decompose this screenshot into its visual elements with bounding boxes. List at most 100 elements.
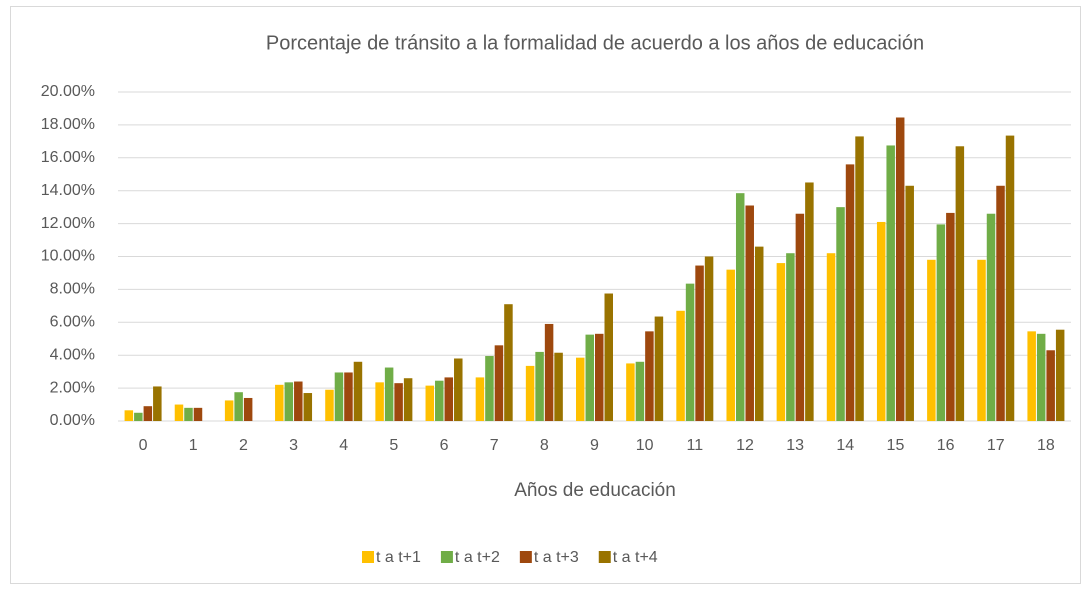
bar — [535, 351, 544, 421]
bar — [325, 389, 334, 421]
bar — [303, 393, 313, 421]
x-tick-label: 3 — [289, 437, 298, 454]
x-tick-label: 9 — [590, 437, 599, 454]
bar — [604, 293, 613, 421]
x-tick-label: 11 — [687, 437, 704, 454]
bar — [375, 382, 384, 421]
x-tick-label: 0 — [139, 437, 148, 454]
legend-label: t a t+2 — [455, 549, 500, 566]
bar — [384, 367, 394, 421]
y-tick-label: 4.00% — [50, 346, 95, 363]
legend-swatch — [598, 551, 611, 563]
bar — [334, 372, 344, 421]
bar — [353, 361, 363, 421]
bar — [695, 265, 704, 421]
bar — [224, 400, 234, 421]
x-axis-label: Años de educación — [514, 480, 676, 501]
bar — [454, 358, 463, 421]
bar — [124, 410, 134, 421]
x-tick-label: 17 — [987, 437, 1005, 454]
bar — [645, 331, 654, 421]
bar — [805, 182, 814, 421]
legend-swatch — [440, 551, 453, 563]
x-tick-label: 4 — [339, 437, 348, 454]
bar — [1036, 333, 1046, 421]
bar — [855, 136, 864, 422]
legend-label: t a t+3 — [534, 549, 579, 566]
bar — [134, 412, 143, 421]
bar — [485, 356, 494, 421]
bar — [403, 378, 413, 421]
x-tick-label: 16 — [937, 437, 955, 454]
bar — [525, 365, 535, 421]
bar — [585, 334, 594, 421]
y-tick-label: 0.00% — [50, 412, 95, 429]
legend-label: t a t+4 — [613, 549, 658, 566]
bar — [704, 256, 714, 421]
bar — [654, 316, 664, 421]
bar — [735, 193, 745, 421]
y-tick-label: 18.00% — [41, 116, 95, 133]
bar — [776, 263, 786, 421]
bar — [996, 185, 1005, 421]
bar — [845, 164, 855, 421]
bar — [425, 385, 435, 421]
x-tick-label: 1 — [189, 437, 198, 454]
bar — [1046, 350, 1055, 421]
bar — [936, 224, 946, 421]
x-tick-label: 14 — [836, 437, 854, 454]
bar — [494, 345, 504, 421]
bar — [284, 382, 294, 421]
y-tick-label: 14.00% — [41, 182, 95, 199]
y-tick-label: 20.00% — [41, 83, 95, 100]
y-tick-label: 16.00% — [41, 149, 95, 166]
x-tick-label: 2 — [239, 437, 248, 454]
bar — [886, 145, 895, 421]
bar — [676, 310, 685, 421]
x-tick-label: 13 — [786, 437, 804, 454]
bar — [795, 213, 805, 421]
x-tick-label: 6 — [440, 437, 449, 454]
y-tick-label: 8.00% — [50, 281, 95, 298]
bar — [786, 253, 795, 421]
bar — [986, 213, 996, 421]
bar — [243, 397, 253, 421]
bar — [275, 384, 284, 421]
bar — [895, 117, 905, 421]
x-tick-label: 5 — [389, 437, 398, 454]
bar — [394, 383, 403, 421]
y-tick-label: 10.00% — [41, 248, 95, 265]
bar — [475, 377, 485, 421]
bar — [504, 304, 513, 421]
bar — [635, 361, 645, 421]
bar — [745, 205, 754, 421]
x-tick-label: 18 — [1037, 437, 1055, 454]
y-tick-label: 6.00% — [50, 314, 95, 331]
bar — [344, 372, 353, 421]
bar — [905, 185, 914, 421]
bar — [754, 246, 764, 421]
bar — [955, 146, 965, 421]
bar — [595, 333, 604, 421]
bar — [435, 380, 444, 421]
bar — [685, 283, 695, 421]
bar — [1005, 135, 1015, 421]
bar — [174, 404, 184, 421]
bar — [836, 207, 845, 421]
bar — [1055, 329, 1065, 421]
bar — [193, 407, 203, 421]
legend-swatch — [362, 551, 374, 563]
x-tick-label: 7 — [490, 437, 499, 454]
y-tick-label: 12.00% — [41, 215, 95, 232]
bar — [234, 392, 243, 421]
bar — [184, 407, 193, 421]
x-tick-label: 8 — [540, 437, 549, 454]
bar — [554, 352, 563, 421]
bar — [143, 406, 153, 421]
chart-title: Porcentaje de tránsito a la formalidad d… — [266, 32, 924, 54]
bar — [576, 357, 585, 421]
bar — [946, 212, 955, 421]
bar — [726, 269, 735, 421]
bar — [1027, 331, 1036, 421]
